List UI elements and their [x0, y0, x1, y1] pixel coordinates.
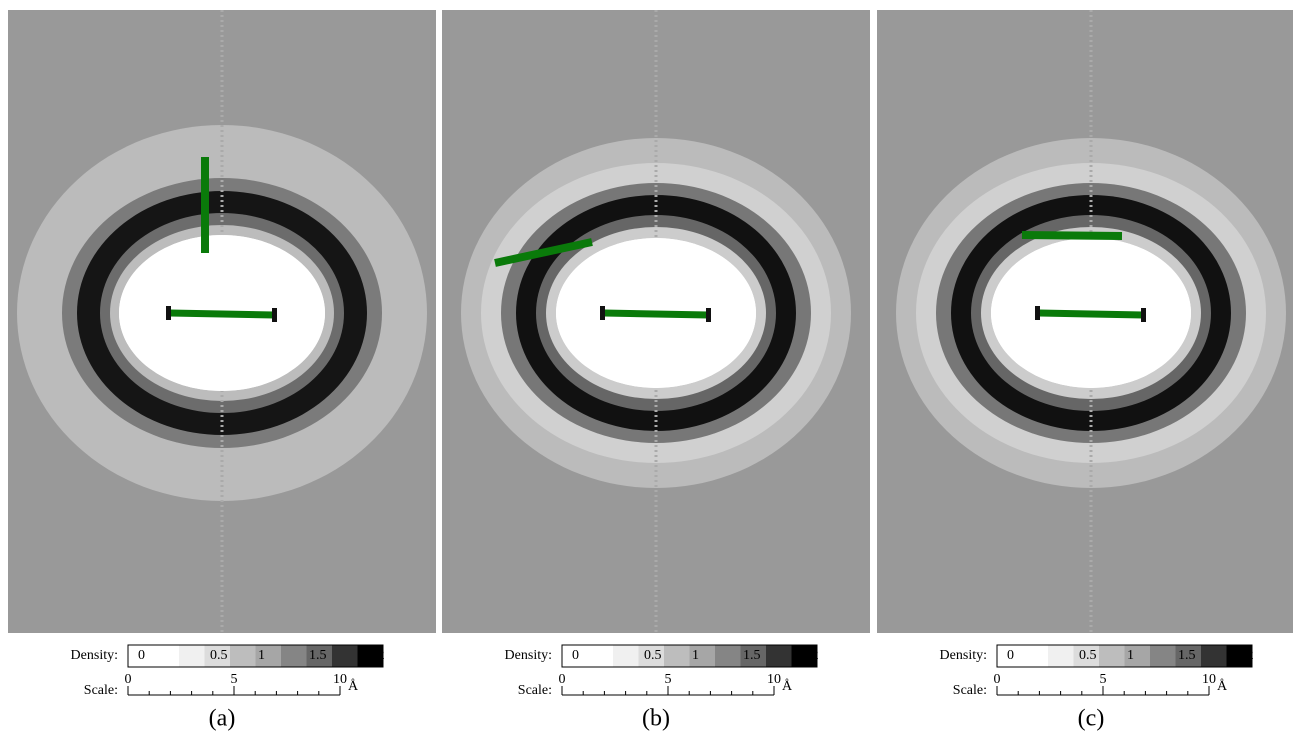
scale-tick-label: 10	[333, 672, 347, 687]
scale-tick-label: 5	[231, 672, 238, 687]
legend-label: 0	[138, 648, 145, 663]
central-molecule	[1038, 309, 1144, 319]
legend-swatch	[638, 645, 664, 667]
end-cap	[600, 306, 605, 320]
scale-unit: Å	[782, 678, 793, 694]
legend-swatch	[791, 645, 817, 667]
legend-label: ≥2	[804, 648, 819, 663]
legend-label: 0.5	[1079, 648, 1097, 663]
legend-swatch	[1150, 645, 1176, 667]
panel-label: (c)	[1078, 706, 1105, 732]
panel	[8, 10, 436, 633]
legend-label: 1	[692, 648, 699, 663]
legend-label: 0.5	[644, 648, 662, 663]
legend-swatch	[1124, 645, 1150, 667]
legend-swatch	[128, 645, 154, 667]
legend-swatch	[179, 645, 205, 667]
legend-label: ≥2	[1239, 648, 1254, 663]
scale-unit: Å	[1217, 678, 1228, 694]
legend-label: 1.5	[743, 648, 761, 663]
end-cap	[272, 308, 277, 322]
end-cap	[706, 308, 711, 322]
end-cap	[1035, 306, 1040, 320]
scale-title: Scale:	[84, 683, 118, 698]
legend-swatch	[715, 645, 741, 667]
legend-frame	[561, 644, 818, 668]
scale-tick-label: 0	[994, 672, 1001, 687]
scale-tick-label: 0	[559, 672, 566, 687]
legend-frame	[996, 644, 1253, 668]
panel-label: (b)	[642, 706, 670, 732]
legend-swatch	[153, 645, 179, 667]
legend-swatch	[689, 645, 715, 667]
legend-swatch	[1022, 645, 1048, 667]
legend-swatch	[562, 645, 588, 667]
legend-label: 1.5	[309, 648, 327, 663]
legend-swatch	[230, 645, 256, 667]
central-molecule	[603, 309, 709, 319]
legend-swatch	[281, 645, 307, 667]
legend-title: Density:	[505, 648, 552, 663]
legend-label: 1	[1127, 648, 1134, 663]
molecule-rod	[1021, 231, 1123, 240]
legend-label: 0	[572, 648, 579, 663]
legend-swatch	[255, 645, 281, 667]
scale-title: Scale:	[518, 683, 552, 698]
legend-frame	[127, 644, 384, 668]
legend-label: 0.5	[210, 648, 228, 663]
panel-label: (a)	[209, 706, 236, 732]
scale-tick-label: 10	[767, 672, 781, 687]
legend-swatch	[1175, 645, 1201, 667]
scale-tick-label: 0	[125, 672, 132, 687]
legend-swatch	[613, 645, 639, 667]
legend-swatch	[664, 645, 690, 667]
legend-swatch	[332, 645, 358, 667]
legend-swatch	[1099, 645, 1125, 667]
legend-swatch	[1226, 645, 1252, 667]
scale-tick-label: 5	[1100, 672, 1107, 687]
legend-swatch	[766, 645, 792, 667]
legend-title: Density:	[940, 648, 987, 663]
scale-tick-label: 5	[665, 672, 672, 687]
legend-label: ≥2	[370, 648, 385, 663]
panel	[442, 10, 870, 633]
legend-swatch	[1073, 645, 1099, 667]
legend-swatch	[587, 645, 613, 667]
legend-swatch	[1048, 645, 1074, 667]
legend-label: 1	[258, 648, 265, 663]
panel	[877, 10, 1293, 633]
legend-swatch	[740, 645, 766, 667]
end-cap	[166, 306, 171, 320]
legend-swatch	[997, 645, 1023, 667]
central-molecule	[169, 309, 275, 319]
legend-swatch	[204, 645, 230, 667]
legend-swatch	[306, 645, 332, 667]
scale-title: Scale:	[953, 683, 987, 698]
scale-tick-label: 10	[1202, 672, 1216, 687]
legend-label: 0	[1007, 648, 1014, 663]
molecule-rod	[494, 238, 593, 267]
legend-swatch	[1201, 645, 1227, 667]
scale-unit: Å	[348, 678, 359, 694]
legend-swatch	[357, 645, 383, 667]
end-cap	[1141, 308, 1146, 322]
legend-title: Density:	[71, 648, 118, 663]
legend-label: 1.5	[1178, 648, 1196, 663]
